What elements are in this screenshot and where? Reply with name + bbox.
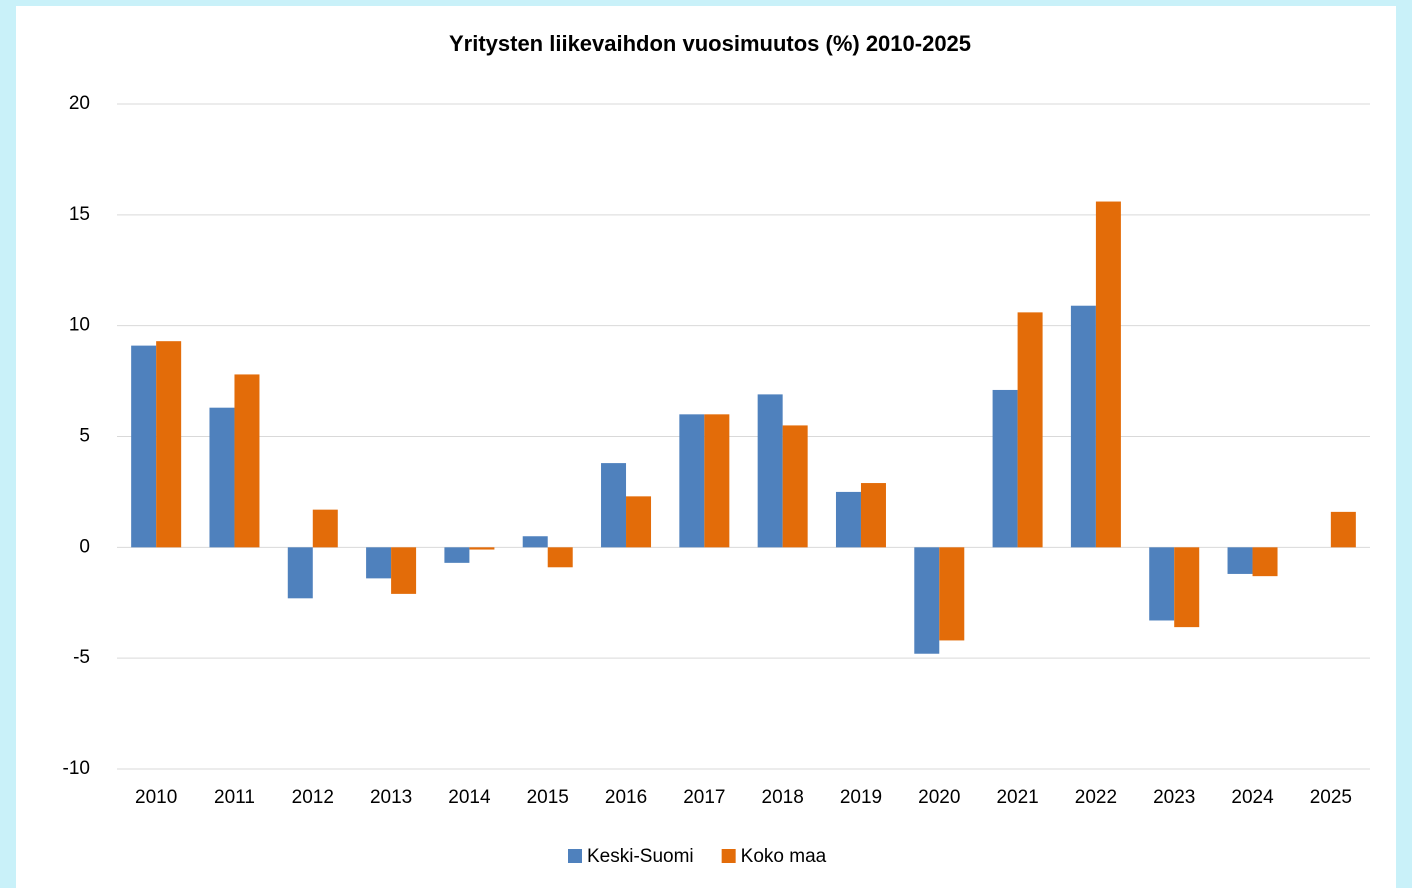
- legend-label: Keski-Suomi: [587, 846, 694, 867]
- x-tick-label: 2024: [1231, 787, 1274, 808]
- x-tick-label: 2025: [1310, 787, 1352, 808]
- bar: [835, 491, 861, 548]
- bar: [992, 389, 1018, 548]
- x-tick-label: 2010: [135, 787, 177, 808]
- x-tick-label: 2019: [840, 787, 882, 808]
- bar: [131, 345, 157, 548]
- legend-swatch: [721, 849, 736, 863]
- x-tick-label: 2022: [1075, 787, 1117, 808]
- x-tick-label: 2014: [448, 787, 491, 808]
- x-tick-label: 2015: [527, 787, 569, 808]
- bar: [209, 407, 235, 548]
- bar: [522, 536, 548, 548]
- x-tick-label: 2017: [683, 787, 725, 808]
- bar: [469, 547, 495, 550]
- x-tick-label: 2012: [292, 787, 334, 808]
- x-tick-label: 2016: [605, 787, 647, 808]
- y-tick-label: -5: [73, 647, 90, 668]
- bar: [547, 547, 573, 568]
- legend-swatch: [568, 849, 582, 863]
- bar: [1017, 312, 1043, 548]
- bar: [391, 547, 417, 594]
- bar: [601, 463, 627, 548]
- x-tick-label: 2021: [996, 787, 1038, 808]
- bar: [626, 496, 652, 548]
- bar: [156, 341, 182, 548]
- bar: [1252, 547, 1278, 577]
- bar: [234, 374, 260, 548]
- y-tick-label: 0: [79, 536, 90, 557]
- bar: [366, 547, 392, 579]
- x-tick-label: 2023: [1153, 787, 1195, 808]
- bar: [704, 414, 730, 548]
- legend-label: Koko maa: [741, 846, 827, 867]
- x-tick-label: 2013: [370, 787, 412, 808]
- x-tick-label: 2018: [762, 787, 804, 808]
- bar: [1070, 305, 1096, 548]
- y-tick-label: 15: [69, 204, 90, 225]
- x-tick-label: 2011: [214, 787, 255, 808]
- x-tick-label: 2020: [918, 787, 960, 808]
- bar: [1227, 547, 1253, 574]
- bar: [1149, 547, 1175, 621]
- bar: [860, 483, 886, 548]
- bar: [757, 394, 783, 548]
- y-tick-label: -10: [63, 758, 90, 779]
- bar: [444, 547, 470, 563]
- y-tick-label: 5: [79, 426, 90, 447]
- bar: [1174, 547, 1200, 628]
- bar: [312, 509, 338, 548]
- bar: [939, 547, 965, 641]
- y-tick-label: 20: [69, 93, 90, 114]
- bar: [1330, 511, 1356, 548]
- bar: [1095, 201, 1121, 548]
- chart-title: Yritysten liikevaihdon vuosimuutos (%) 2…: [449, 31, 971, 56]
- bar: [287, 547, 313, 599]
- bar: [679, 414, 705, 548]
- bar: [782, 425, 808, 548]
- bar: [914, 547, 940, 654]
- y-tick-label: 10: [69, 315, 90, 336]
